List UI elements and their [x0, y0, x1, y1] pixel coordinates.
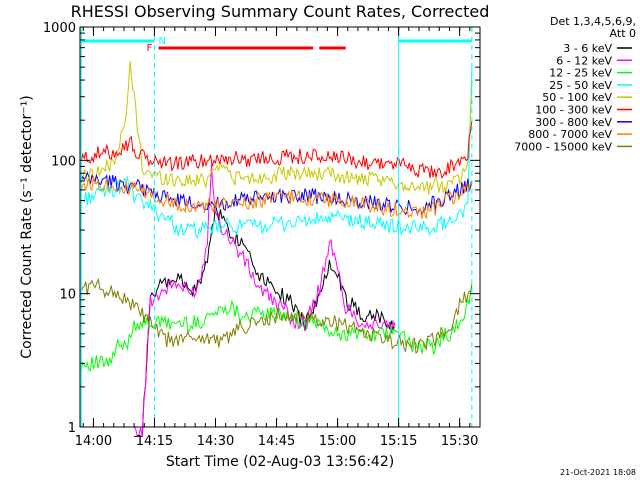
- x-tick-label: 15:30: [441, 434, 478, 449]
- legend-item-label: 7000 - 15000 keV: [514, 140, 612, 153]
- x-tick-label: 15:00: [319, 434, 356, 449]
- legend-item-label: 3 - 6 keV: [563, 42, 612, 55]
- legend-header: Att 0: [610, 27, 636, 40]
- footer-timestamp: 21-Oct-2021 18:08: [560, 468, 636, 477]
- series-line: [80, 277, 473, 354]
- legend-item-label: 50 - 100 keV: [542, 91, 612, 104]
- series-line: [80, 61, 473, 196]
- flare-marker-label: F: [147, 43, 153, 54]
- legend-item-label: 12 - 25 keV: [549, 67, 612, 80]
- series-line: [80, 67, 473, 239]
- x-axis: 14:00 14:15 14:30 14:45 15:00 15:15 15:30: [75, 27, 481, 449]
- legend-item-label: 800 - 7000 keV: [528, 128, 612, 141]
- y-axis-label: Corrected Count Rate (s⁻¹ detector⁻¹): [19, 95, 35, 358]
- night-marker-label: N: [158, 36, 165, 47]
- series-line: [134, 202, 395, 437]
- legend-header: Det 1,3,4,5,6,9,: [550, 15, 636, 28]
- y-tick-label: 1000: [43, 21, 76, 36]
- series-line: [80, 283, 473, 372]
- y-tick-label: 100: [51, 154, 76, 169]
- series-line: [80, 120, 473, 179]
- series-line: [80, 176, 473, 220]
- y-tick-label: 10: [59, 288, 76, 303]
- series-line: [133, 164, 395, 438]
- chart-title: RHESSI Observing Summary Count Rates, Co…: [71, 2, 490, 21]
- plot-annotations: NF: [80, 27, 473, 427]
- x-tick-label: 14:15: [136, 434, 173, 449]
- x-tick-label: 14:00: [75, 434, 112, 449]
- y-axis: 1 10 100 1000: [43, 21, 480, 436]
- legend-item-label: 6 - 12 keV: [556, 54, 612, 67]
- x-axis-label: Start Time (02-Aug-03 13:56:42): [166, 454, 394, 470]
- legend-item-label: 300 - 800 keV: [535, 116, 612, 129]
- plot-frame: [79, 26, 481, 428]
- legend-item-label: 100 - 300 keV: [535, 104, 612, 117]
- y-tick-label: 1: [68, 421, 76, 436]
- x-tick-label: 14:45: [258, 434, 295, 449]
- x-tick-label: 14:30: [197, 434, 234, 449]
- legend-item-label: 25 - 50 keV: [549, 79, 612, 92]
- plot-series: [80, 61, 473, 438]
- x-tick-label: 15:15: [380, 434, 417, 449]
